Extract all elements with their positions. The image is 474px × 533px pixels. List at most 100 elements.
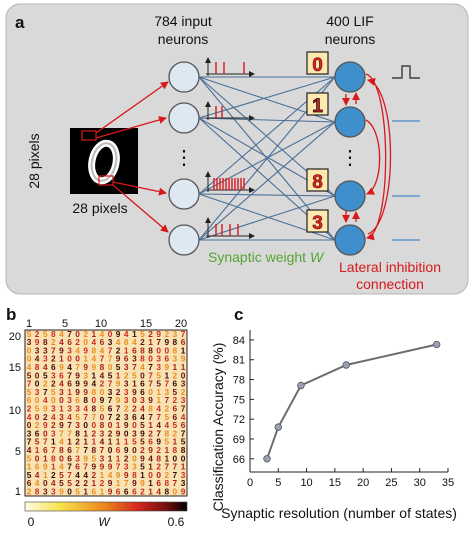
weight-map-cell: 1 [156,387,161,397]
weight-map-cell: 7 [172,462,177,472]
panel-b-top-tick: 5 [62,318,68,330]
weight-map-cell: 5 [75,412,80,422]
weight-map-cell: 2 [100,478,105,488]
weight-map-cell: 4 [59,329,64,339]
weight-map-cell: 6 [43,445,48,455]
thumbnail-digit: 1 [312,96,323,117]
weight-map-cell: 5 [27,387,32,397]
weight-map-cell: 5 [75,487,80,497]
weight-map-cell: 0 [108,445,113,455]
weight-map-cell: 3 [156,362,161,372]
weight-map-cell: 3 [181,478,186,488]
weight-map-cell: 8 [91,387,96,397]
weight-map-cell: 7 [132,362,137,372]
weight-map-cell: 0 [100,387,105,397]
weight-map-cell: 6 [27,395,32,405]
weight-map-cell: 9 [140,453,145,463]
weight-map-cell: 0 [67,487,72,497]
weight-map-cell: 0 [181,453,186,463]
weight-map-cell: 1 [67,437,72,447]
weight-map-cell: 8 [43,337,48,347]
weight-map-cell: 4 [140,404,145,414]
weight-map-cell: 9 [59,420,64,430]
weight-map-cell: 2 [43,379,48,389]
weight-map-cell: 3 [124,362,129,372]
weight-map-cell: 7 [156,428,161,438]
weight-map-cell: 8 [35,362,40,372]
weight-map-cell: 8 [100,362,105,372]
lif-neuron [334,61,366,93]
weight-map-cell: 9 [83,387,88,397]
weight-map-cell: 0 [59,395,64,405]
weight-map-cell: 9 [148,445,153,455]
weight-map-cell: 7 [124,478,129,488]
weight-map-cell: 6 [132,412,137,422]
weight-map-cell: 6 [35,428,40,438]
weight-map-cell: 5 [91,453,96,463]
weight-map-cell: 9 [124,445,129,455]
weight-map-cell: 3 [100,453,105,463]
weight-map-cell: 5 [67,478,72,488]
weight-map-cell: 5 [164,412,169,422]
weight-map-cell: 3 [164,387,169,397]
weight-map-cell: 4 [27,445,32,455]
weight-map-cell: 9 [75,387,80,397]
weight-map-cell: 9 [83,379,88,389]
weight-map-cell: 0 [181,370,186,380]
x-tick-label: 15 [329,477,341,489]
lif-neurons-title-line2: neurons [325,31,376,47]
weight-map-cell: 3 [75,404,80,414]
weight-map-cell: 1 [91,329,96,339]
weight-map-cell: 1 [164,445,169,455]
weight-map-cell: 8 [83,395,88,405]
weight-map-cell: 0 [164,345,169,355]
weight-map-cell: 3 [27,428,32,438]
weight-map-cell: 7 [67,470,72,480]
weight-map-cell: 0 [108,362,113,372]
weight-map-cell: 1 [91,478,96,488]
data-point [297,381,305,390]
weight-map-cell: 0 [132,395,137,405]
weight-map-cell: 2 [172,428,177,438]
weight-map-cell: 3 [43,345,48,355]
weight-map-cell: 4 [59,437,64,447]
input-neuron [168,61,200,93]
weight-map-cell: 1 [59,404,64,414]
weight-map-cell: 1 [43,453,48,463]
weight-map-cell: 3 [124,387,129,397]
weight-map-grid: 5 2 5 8 4 7 0 2 1 4 0 9 4 1 5 2 9 2 3 73 9 8 2 4 6 2 0 4 6 3 4 8 4 2 1 7 9 8 6… [27,329,186,497]
panel-b-left-tick: 15 [9,362,21,374]
weight-map-cell: 2 [35,329,40,339]
weight-map-cell: 5 [172,420,177,430]
weight-map-cell: 9 [181,354,186,364]
weight-map-cell: 1 [83,487,88,497]
weight-map-cell: 9 [100,462,105,472]
weight-map-cell: 8 [100,420,105,430]
weight-map-cell: 7 [108,379,113,389]
weight-map-cell: 7 [164,379,169,389]
panel-b-left-tick: 1 [15,486,21,498]
weight-map-cell: 0 [172,453,177,463]
weight-map-cell: 0 [75,354,80,364]
weight-map-cell: 8 [140,345,145,355]
weight-map-cell: 4 [91,337,96,347]
weight-map-cell: 4 [140,412,145,422]
weight-map-cell: 7 [43,437,48,447]
weight-map-cell: 7 [67,329,72,339]
weight-map-cell: 7 [51,345,56,355]
weight-map-cell: 7 [43,387,48,397]
weight-map-cell: 3 [132,462,137,472]
weight-map-cell: 6 [108,404,113,414]
colorbar-max-label: 0.6 [168,515,185,529]
weight-map-cell: 9 [91,462,96,472]
weight-map-cell: 3 [108,337,113,347]
weight-map-cell: 7 [172,478,177,488]
lif-neuron [334,180,366,212]
weight-map-cell: 1 [51,437,56,447]
weight-map-cell: 1 [140,470,145,480]
weight-map-cell: 0 [172,487,177,497]
weight-map-cell: 6 [116,487,121,497]
weight-map-cell: 8 [91,345,96,355]
panel-c-label: c [234,305,243,324]
